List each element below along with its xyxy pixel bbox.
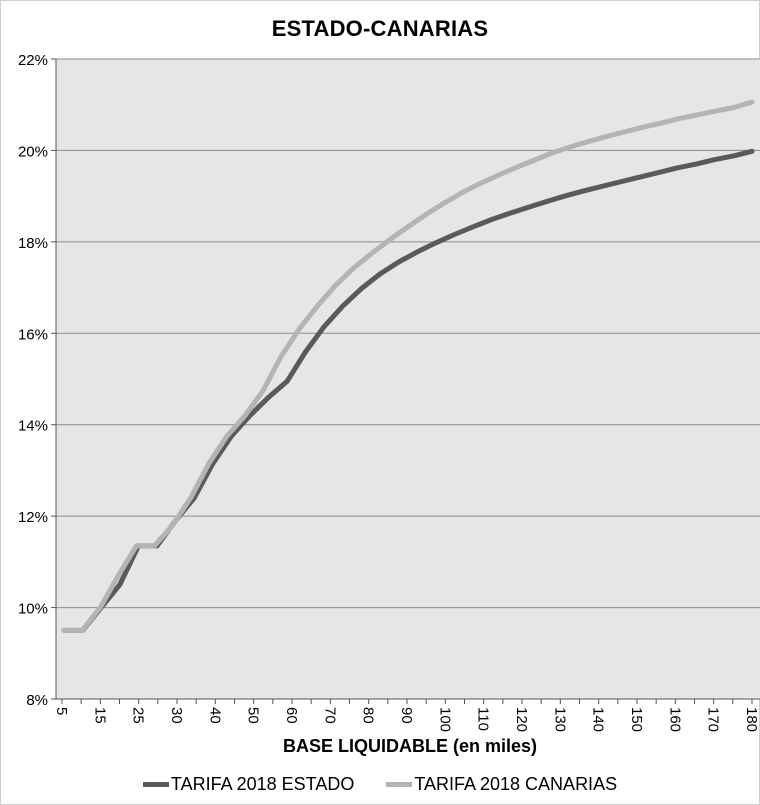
x-tick-label: 15 [91, 707, 108, 724]
x-tick-label: 90 [398, 707, 415, 724]
x-tick-label: 120 [513, 707, 530, 732]
chart-title: ESTADO-CANARIAS [271, 16, 489, 41]
y-tick-label: 22% [18, 52, 48, 69]
series-lines [61, 99, 755, 633]
x-tick-label: 50 [245, 707, 262, 724]
x-tick-label: 170 [705, 707, 722, 732]
x-tick-label: 30 [168, 707, 185, 724]
legend-label-canarias: TARIFA 2018 CANARIAS [414, 774, 618, 794]
legend-swatch-estado [142, 782, 169, 787]
legend: TARIFA 2018 ESTADO TARIFA 2018 CANARIAS [0, 774, 760, 795]
x-tick-label: 5 [53, 707, 70, 715]
x-tick-label: 40 [206, 707, 223, 724]
x-tick-label: 110 [475, 707, 492, 731]
x-tick-label: 100 [436, 707, 453, 732]
y-tick-label: 8% [26, 692, 48, 709]
gridlines [56, 58, 760, 609]
x-tick-label: 150 [628, 707, 645, 732]
x-axis-title: BASE LIQUIDABLE (en miles) [282, 736, 538, 756]
y-tick-label: 12% [18, 509, 48, 526]
legend-swatch-canarias [386, 782, 413, 787]
x-tick-label: 130 [551, 707, 568, 732]
x-tick-label: 140 [590, 707, 607, 732]
y-tick-label: 20% [18, 143, 48, 160]
series-line-canarias [61, 99, 755, 633]
legend-item-canarias: TARIFA 2018 CANARIAS [386, 774, 617, 795]
x-tick-label: 160 [666, 707, 683, 732]
y-tick-label: 14% [18, 418, 48, 435]
x-tick-label: 70 [321, 707, 338, 724]
y-tick-label: 10% [18, 601, 48, 618]
plot-area [56, 59, 760, 699]
x-tick-label: 80 [360, 707, 377, 724]
legend-item-estado: TARIFA 2018 ESTADO [142, 774, 355, 795]
y-tick-label: 18% [18, 235, 48, 252]
x-tick-label: 180 [743, 707, 760, 732]
x-tick-label: 25 [130, 707, 147, 724]
y-tick-label: 16% [18, 326, 48, 343]
legend-label-estado: TARIFA 2018 ESTADO [170, 774, 355, 794]
x-tick-label: 60 [283, 707, 300, 724]
axes: 8% 10% 12% 14% 16% 18% 20% 22% 5 15 25 30 40 50 60 70 80… [18, 52, 760, 732]
